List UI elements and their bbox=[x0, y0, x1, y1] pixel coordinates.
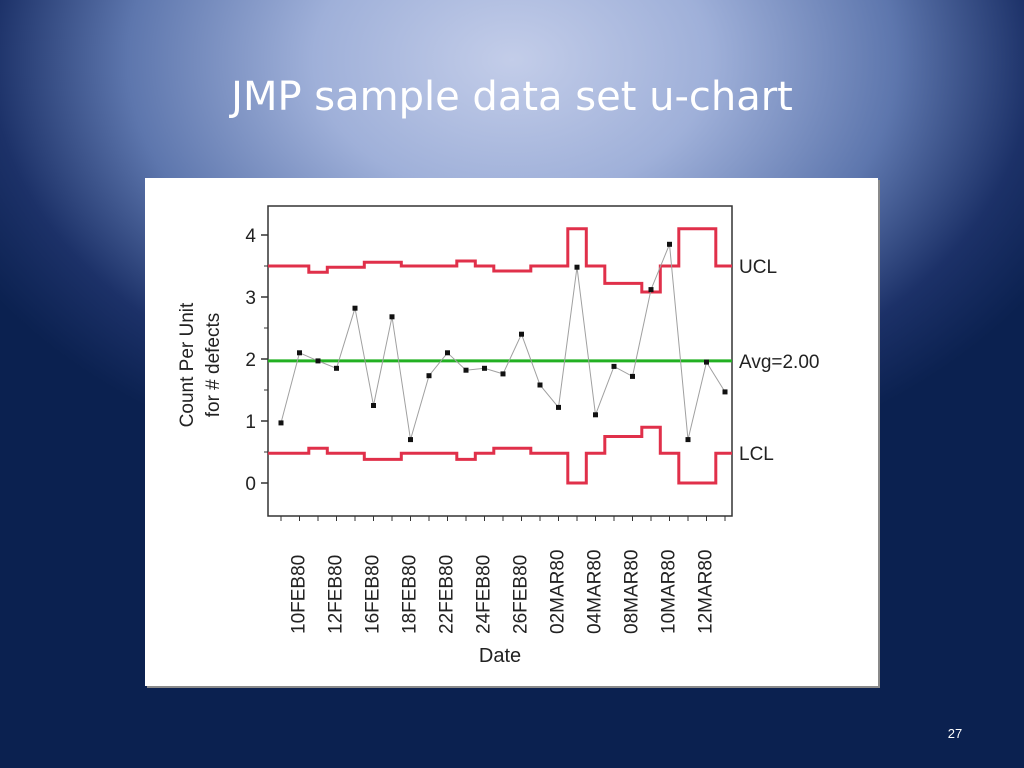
x-axis-label: Date bbox=[479, 645, 521, 667]
data-point bbox=[445, 350, 450, 356]
data-point bbox=[389, 314, 395, 320]
data-point bbox=[278, 420, 284, 426]
chart-panel: 0 1 2 3 4 10FEB80 12FEB80 16FEB80 18FEB80 22FEB80… bbox=[145, 178, 878, 686]
axes: 0 1 2 3 4 10FEB80 12FEB80 16FEB80 18FEB80 22FEB80… bbox=[245, 226, 726, 635]
data-point bbox=[334, 365, 339, 371]
x-tick-label: 18FEB80 bbox=[400, 555, 421, 634]
data-point bbox=[371, 403, 376, 408]
y-tick-label: 2 bbox=[245, 350, 256, 371]
data-point bbox=[630, 373, 635, 379]
data-point bbox=[500, 371, 506, 377]
data-point bbox=[722, 389, 728, 395]
y-tick-label: 3 bbox=[245, 288, 256, 309]
y-tick-label: 0 bbox=[245, 474, 256, 495]
data-point bbox=[352, 305, 358, 311]
data-point bbox=[297, 350, 302, 356]
slide-number: 27 bbox=[947, 726, 963, 741]
series-line bbox=[280, 244, 726, 440]
x-tick-label: 02MAR80 bbox=[548, 550, 569, 635]
data-series bbox=[278, 241, 728, 443]
lcl-line bbox=[268, 425, 732, 485]
ucl-line bbox=[268, 227, 732, 294]
data-point bbox=[611, 363, 617, 369]
x-tick-label: 04MAR80 bbox=[585, 550, 606, 635]
x-tick-label: 26FEB80 bbox=[511, 555, 532, 634]
data-point bbox=[408, 437, 413, 443]
y-axis-label: Count Per Unit bbox=[177, 302, 198, 427]
x-tick-label: 22FEB80 bbox=[437, 555, 458, 634]
slide-title: JMP sample data set u-chart bbox=[231, 74, 793, 120]
lcl-label: LCL bbox=[739, 444, 774, 465]
x-tick-label: 16FEB80 bbox=[363, 555, 384, 634]
x-tick-label: 10MAR80 bbox=[659, 550, 680, 635]
data-point bbox=[556, 404, 561, 410]
data-point bbox=[704, 359, 709, 365]
u-chart: 0 1 2 3 4 10FEB80 12FEB80 16FEB80 18FEB80 22FEB80… bbox=[177, 205, 819, 667]
x-tick-label: 12FEB80 bbox=[326, 555, 347, 634]
data-point bbox=[593, 412, 598, 418]
data-point bbox=[667, 241, 672, 247]
data-point bbox=[315, 358, 321, 364]
control-limits bbox=[268, 227, 732, 485]
data-point bbox=[537, 382, 543, 388]
data-point bbox=[574, 264, 580, 270]
avg-label: Avg=2.00 bbox=[739, 352, 819, 373]
y-tick-label: 4 bbox=[245, 226, 256, 247]
data-point bbox=[463, 367, 469, 373]
y-axis-label-2: for # defects bbox=[203, 313, 224, 418]
x-tick-label: 12MAR80 bbox=[696, 550, 717, 635]
ucl-label: UCL bbox=[739, 257, 777, 278]
y-tick-label: 1 bbox=[245, 412, 256, 433]
data-point bbox=[482, 365, 487, 371]
data-point bbox=[685, 437, 691, 443]
x-tick-label: 08MAR80 bbox=[622, 550, 643, 635]
x-tick-label: 10FEB80 bbox=[289, 555, 310, 634]
data-point bbox=[519, 331, 524, 337]
x-tick-label: 24FEB80 bbox=[474, 555, 495, 634]
data-point bbox=[648, 287, 654, 293]
data-point bbox=[426, 373, 432, 379]
